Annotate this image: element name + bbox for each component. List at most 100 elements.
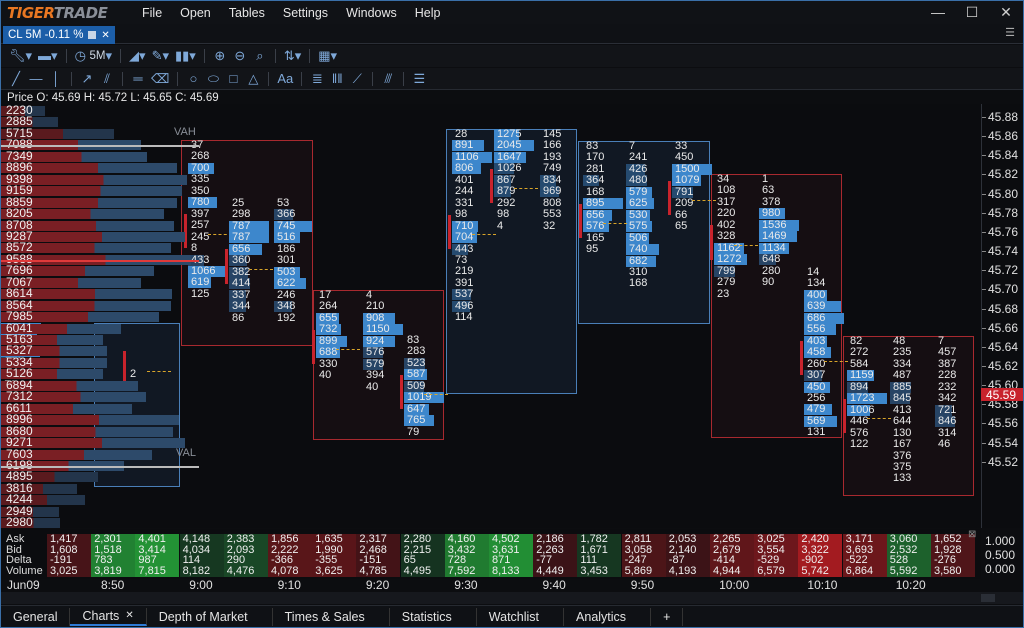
rectangle-icon[interactable]: □ (229, 71, 238, 86)
chart-type-icon[interactable]: ◢▾ (129, 48, 146, 63)
footprint-cell: 397 (191, 207, 210, 220)
footprint-cell: 503 (274, 266, 300, 278)
menu-item-tables[interactable]: Tables (228, 5, 265, 20)
zoom-out-icon[interactable]: ⊖ (234, 48, 246, 63)
bar-chart-icon[interactable]: ▮▮▾ (175, 48, 196, 63)
profile-bar (1, 106, 45, 116)
workspace-tab-depth-of-market[interactable]: Depth of Market (147, 607, 273, 626)
workspace-tab-times-sales[interactable]: Times & Sales (273, 607, 390, 626)
trend-line-icon[interactable]: ╱ (12, 70, 20, 86)
footprint-cell: 23 (717, 287, 730, 300)
footprint-cell: 479 (804, 404, 832, 416)
price-tick: 45.78 (988, 205, 1019, 220)
vah-label: VAH (174, 126, 196, 138)
workspace-tab-general[interactable]: General (1, 607, 71, 626)
footprint-cell: 787 (229, 232, 269, 244)
stats-row-label: Bid (6, 543, 22, 556)
app-logo: TIGERTRADE (1, 4, 133, 22)
stats-cell: 2,263 (533, 544, 578, 556)
footprint-cell: 108 (717, 184, 736, 197)
profile-bar (1, 357, 107, 368)
fan-icon[interactable]: ⟋ (352, 70, 362, 86)
stats-cell: -522 (842, 555, 887, 566)
fib-timezones-icon[interactable]: ‖‖ (331, 71, 343, 86)
profile-bar (1, 495, 85, 506)
parallel-lines-icon[interactable]: ═ (133, 71, 143, 86)
text-icon[interactable]: Aa (277, 71, 294, 86)
footprint-cell: 244 (455, 185, 474, 198)
tab-menu-icon[interactable]: ☰ (1005, 27, 1015, 39)
close-tab-icon[interactable]: ✕ (125, 610, 134, 621)
stats-cell: 3,819 (91, 566, 136, 577)
pitchfork-icon[interactable]: ⫻ (384, 70, 393, 86)
timeframe-button[interactable]: ◷ 5M ▾ (74, 48, 113, 63)
footprint-cell: 7 (938, 335, 945, 347)
calendar-icon[interactable]: ▦▾ (318, 48, 338, 63)
wrench-icon[interactable]: 🔧︎▾ (9, 48, 33, 63)
workspace-tab-statistics[interactable]: Statistics (390, 607, 477, 626)
arrow-icon[interactable]: ↗ (81, 70, 93, 86)
stats-close-icon[interactable]: ⊠ (968, 529, 977, 540)
chart-tab[interactable]: CL 5M -0.11 % ✕ (3, 26, 115, 44)
folder-icon[interactable]: ▬▾ (38, 48, 58, 63)
menu-item-file[interactable]: File (142, 5, 163, 20)
stats-row-delta: Delta -191 783 987 114 290 -366 -355 -151 65 728 87… (1, 555, 981, 566)
footprint-cell: 245 (191, 230, 210, 243)
profile-volume-label: 5334 (6, 354, 33, 369)
close-icon[interactable]: ✕ (1000, 4, 1012, 20)
poc-marker (710, 225, 713, 260)
scroll-thumb[interactable] (981, 594, 995, 602)
price-axis[interactable]: 45.88 45.86 45.84 45.82 45.80 45.78 45.76 45.74… (981, 104, 1023, 528)
sort-icon[interactable]: ⇅▾ (283, 48, 302, 63)
stats-cell: 3,631 (489, 544, 533, 556)
toolbar-divider (203, 49, 205, 63)
circle-icon[interactable]: ○ (189, 71, 198, 86)
footprint-cell: 83 (586, 140, 599, 152)
profile-volume-label: 9398 (6, 171, 33, 186)
poc-marker (800, 341, 803, 376)
vertical-line-icon[interactable]: │ (51, 71, 61, 86)
eraser-icon[interactable]: ⌫ (151, 70, 170, 86)
channel-icon[interactable]: ⫽ (104, 70, 110, 86)
profile-bar (1, 266, 154, 277)
stats-cell: 4,944 (710, 566, 754, 577)
close-tab-icon[interactable]: ✕ (101, 29, 110, 41)
stats-axis-tick: 1.000 (985, 534, 1016, 548)
profile-volume-label: 8708 (6, 217, 33, 232)
stats-cell: 3,414 (135, 544, 180, 556)
footprint-cell: 73 (455, 253, 468, 266)
search-icon[interactable]: ⌕ (256, 48, 264, 63)
footprint-cell: 167 (893, 438, 912, 451)
price-tick-mark (982, 442, 986, 444)
main-menu: File Open Tables Settings Windows Help (133, 6, 450, 20)
profile-volume-label: 4244 (6, 492, 33, 507)
triangle-icon[interactable]: △ (248, 70, 259, 86)
workspace-tab-analytics[interactable]: Analytics (564, 607, 652, 626)
footprint-cell: 65 (675, 220, 688, 233)
horizontal-line-icon[interactable]: — (29, 71, 43, 86)
footprint-cell: 899 (316, 335, 347, 347)
menu-item-help[interactable]: Help (414, 5, 441, 20)
workspace-tab-watchlist[interactable]: Watchlist (477, 607, 565, 626)
ellipse-icon[interactable]: ⬭ (207, 70, 219, 86)
minimize-icon[interactable]: — (931, 4, 945, 20)
menu-item-windows[interactable]: Windows (346, 5, 397, 20)
zoom-in-icon[interactable]: ⊕ (214, 48, 226, 63)
footprint-cell: 235 (893, 346, 912, 359)
maximize-icon[interactable]: ☐ (965, 4, 979, 20)
title-bar: TIGERTRADE File Open Tables Settings Windows… (1, 1, 1023, 24)
footprint-cell: 366 (274, 209, 295, 221)
horizontal-scrollbar[interactable] (1, 592, 1023, 604)
fib-levels-icon[interactable]: ≣ (311, 70, 323, 86)
workspace-tab-+[interactable]: + (651, 607, 684, 626)
menu-item-settings[interactable]: Settings (282, 5, 329, 20)
footprint-cell: 516 (274, 232, 300, 244)
toolbar-divider (177, 71, 179, 86)
workspace-tab-charts[interactable]: Charts ✕ (70, 607, 147, 626)
pencil-icon[interactable]: ✎▾ (151, 48, 169, 63)
align-icon[interactable]: ☰ (413, 70, 426, 86)
menu-item-open[interactable]: Open (180, 5, 211, 20)
chart-tab-pin-icon[interactable] (88, 31, 97, 39)
stats-cell: -276 (931, 555, 975, 566)
footprint-chart[interactable]: 2430392424206110501173726870033535078039… (1, 104, 981, 528)
